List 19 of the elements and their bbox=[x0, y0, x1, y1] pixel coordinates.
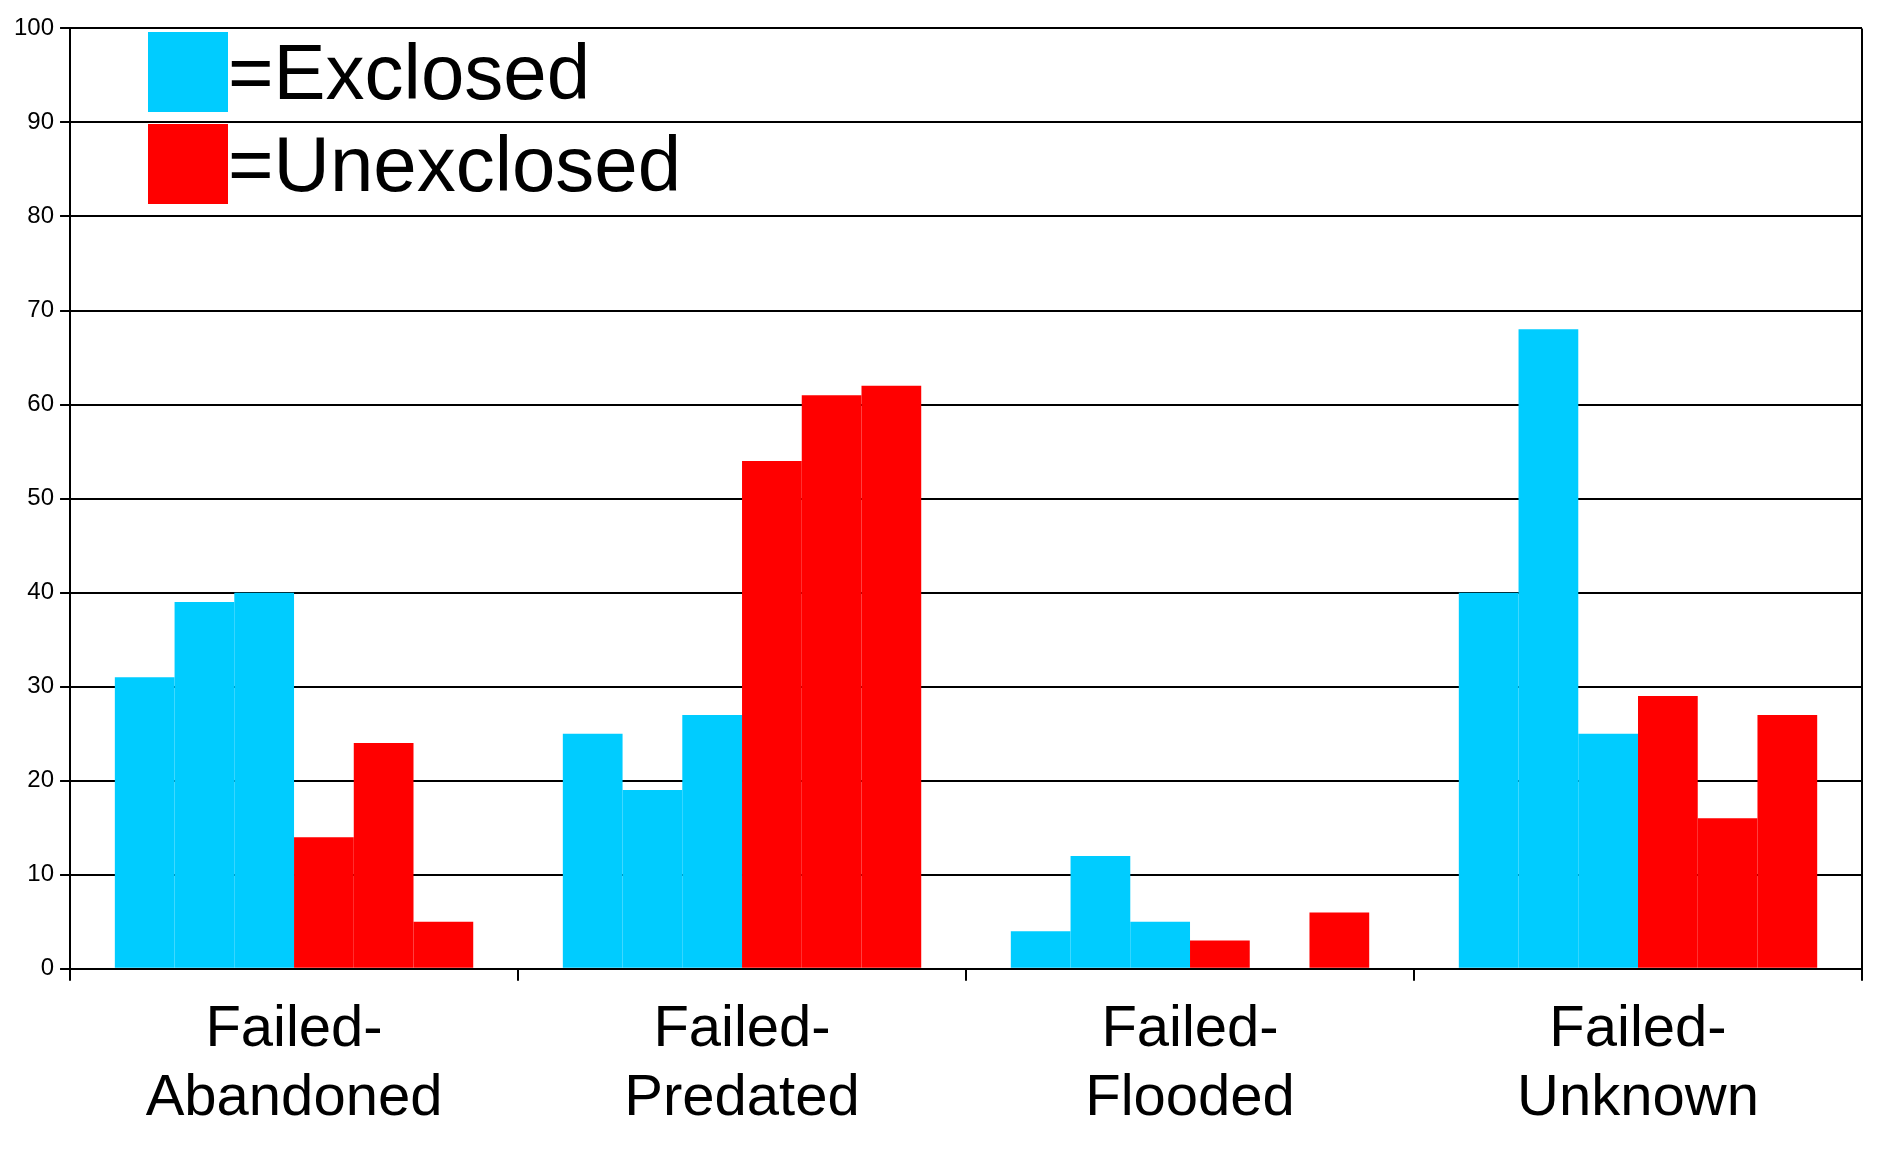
x-tick-label: Failed-Predated bbox=[624, 992, 860, 1128]
y-tick-label: 60 bbox=[27, 389, 55, 417]
legend-label: =Exclosed bbox=[228, 28, 591, 116]
y-tick-label: 0 bbox=[40, 953, 55, 981]
y-tick-label: 100 bbox=[14, 13, 55, 41]
x-tick-label: Failed-Unknown bbox=[1517, 992, 1759, 1128]
bar bbox=[1309, 912, 1370, 968]
legend-label: =Unexclosed bbox=[228, 120, 682, 208]
x-tick-label: Failed-Abandoned bbox=[145, 992, 443, 1128]
y-tick-label: 20 bbox=[27, 765, 55, 793]
y-tick-label: 40 bbox=[27, 577, 55, 605]
y-tick-label: 80 bbox=[27, 201, 55, 229]
y-tick-label: 90 bbox=[27, 107, 55, 135]
x-tick-label: Failed-Flooded bbox=[1085, 992, 1295, 1128]
y-tick-label: 10 bbox=[27, 859, 55, 887]
y-tick-label: 30 bbox=[27, 671, 55, 699]
bar bbox=[1190, 940, 1250, 968]
y-tick-label: 70 bbox=[27, 295, 55, 323]
y-tick-label: 50 bbox=[27, 483, 55, 511]
